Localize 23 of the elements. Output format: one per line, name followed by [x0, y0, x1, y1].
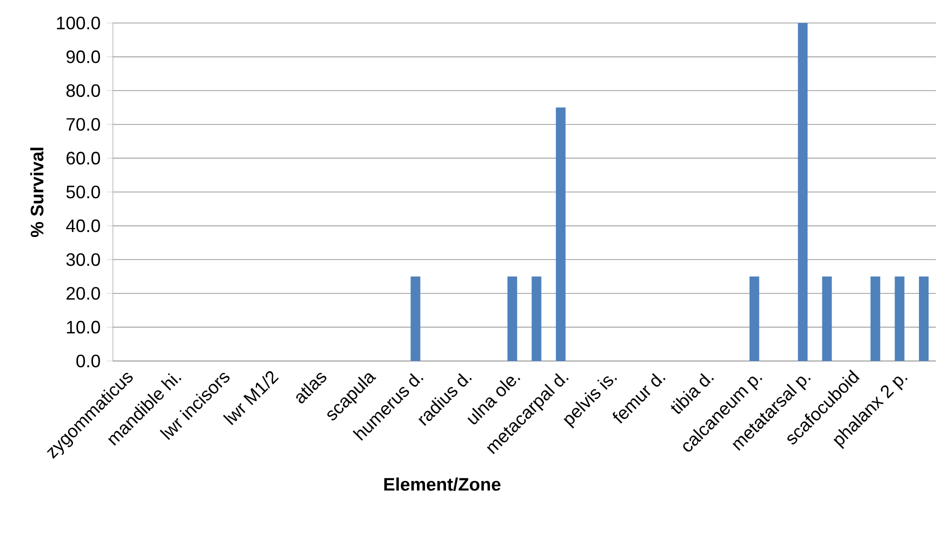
bar: [798, 22, 808, 361]
bar: [822, 276, 832, 361]
bar: [410, 276, 420, 361]
y-tick-label: 80.0: [66, 84, 100, 97]
bar: [507, 276, 518, 361]
y-axis-title: % Survival: [30, 148, 44, 238]
bar: [556, 107, 566, 361]
x-axis-title: Element/Zone: [384, 477, 500, 491]
bar: [870, 276, 880, 361]
bar: [532, 276, 542, 361]
y-tick-label: 100.0: [57, 16, 100, 30]
bar: [918, 276, 929, 361]
y-tick-label: 20.0: [66, 287, 100, 300]
bar: [750, 276, 760, 361]
y-tick-label: 10.0: [67, 320, 100, 334]
y-tick-label: 70.0: [66, 118, 100, 131]
y-tick-label: 40.0: [66, 219, 100, 232]
y-tick-label: 30.0: [66, 253, 100, 266]
y-tick-label: 90.0: [66, 50, 100, 64]
y-tick-label: 50.0: [66, 186, 100, 198]
y-tick-label: 0.0: [76, 354, 100, 368]
y-tick-label: 60.0: [66, 152, 100, 165]
bar: [894, 276, 904, 361]
